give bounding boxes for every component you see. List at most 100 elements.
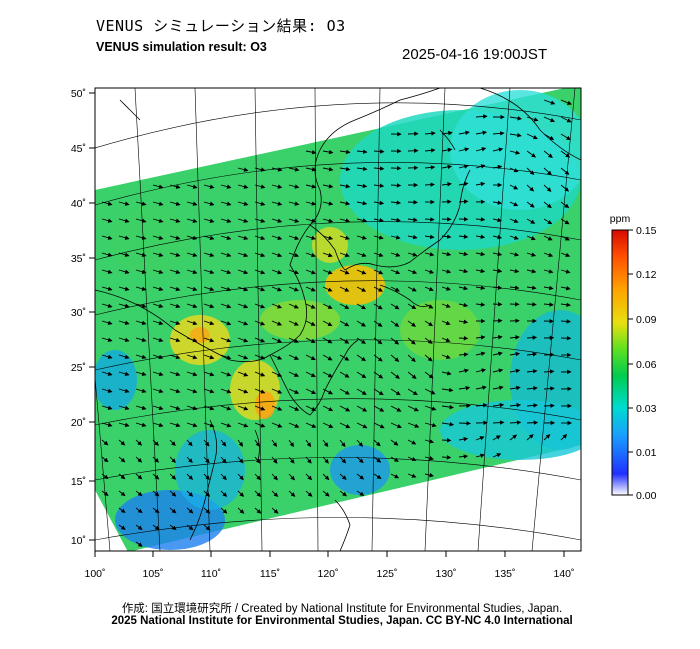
wind-vector: [169, 507, 177, 514]
wind-vector: [101, 405, 113, 410]
wind-vector: [186, 388, 198, 394]
wind-vector: [424, 303, 434, 309]
wind-vector: [305, 371, 316, 378]
wind-vector: [407, 320, 417, 327]
wind-vector: [220, 439, 227, 447]
wind-vector: [305, 439, 312, 448]
wind-vector: [356, 166, 368, 172]
wind-vector: [560, 150, 571, 158]
wind-vector: [135, 252, 147, 257]
wind-vector: [322, 184, 334, 189]
wind-vector: [492, 368, 504, 373]
wind-vector: [441, 269, 452, 274]
latitude-axis: 50˚ 45˚ 40˚ 35˚ 30˚ 25˚ 20˚ 15˚ 10˚: [71, 88, 95, 547]
wind-vector: [560, 99, 572, 105]
wind-vector: [288, 371, 300, 377]
wind-vector: [322, 149, 334, 155]
wind-vector: [526, 201, 535, 208]
wind-vector: [560, 252, 571, 258]
wind-vector: [271, 235, 283, 241]
wind-vector: [237, 201, 249, 206]
wind-vector: [118, 422, 130, 428]
wind-vector: [526, 252, 537, 257]
wind-vector: [169, 184, 181, 189]
wind-vector: [118, 235, 130, 240]
wind-vector: [152, 201, 164, 206]
wind-vector: [560, 433, 568, 441]
wind-vector: [203, 524, 211, 531]
wind-vector: [186, 405, 198, 411]
wind-vector: [526, 369, 538, 374]
wind-vector: [424, 337, 433, 344]
wind-vector: [186, 371, 198, 377]
wind-vector: [101, 218, 113, 223]
wind-vector: [271, 405, 283, 411]
wind-vector: [118, 490, 126, 497]
wind-vector: [356, 490, 365, 497]
wind-vector: [543, 133, 555, 140]
wind-vector: [407, 354, 416, 363]
wind-vector: [373, 439, 381, 447]
wind-vector: [441, 387, 454, 393]
wind-vector: [441, 182, 452, 187]
wind-vector: [237, 422, 249, 428]
wind-vector: [475, 368, 487, 373]
wind-vector: [543, 235, 553, 241]
wind-vector: [509, 218, 519, 223]
wind-vector: [237, 252, 249, 258]
wind-vector: [271, 388, 283, 394]
wind-vector: [118, 405, 130, 411]
wind-vector: [118, 473, 126, 480]
wind-vector: [220, 388, 232, 394]
wind-vector: [560, 167, 570, 175]
wind-vector: [509, 420, 522, 425]
wind-vector: [407, 456, 417, 462]
wind-vector: [101, 337, 113, 342]
wind-vector: [356, 422, 368, 429]
wind-vector: [373, 405, 385, 412]
wind-vector: [237, 354, 249, 360]
wind-vector: [322, 320, 333, 327]
wind-vector: [373, 456, 382, 463]
wind-vector: [492, 164, 503, 170]
wind-vector: [322, 269, 333, 275]
wind-vector: [305, 252, 316, 258]
wind-vector: [424, 472, 434, 478]
wind-vector: [186, 201, 198, 206]
wind-vector: [203, 388, 215, 394]
wind-vector: [101, 473, 109, 480]
wind-vector: [254, 320, 266, 326]
colorbar-tick-label: 0.00: [636, 490, 657, 502]
wind-vector: [424, 439, 435, 444]
wind-vector: [152, 218, 164, 223]
wind-vector: [135, 337, 147, 343]
wind-vector: [169, 456, 176, 463]
wind-vector: [186, 490, 194, 497]
wind-vector: [339, 218, 351, 223]
lon-tick-label: 115˚: [260, 568, 280, 580]
lon-tick-label: 130˚: [435, 568, 456, 580]
wind-vector: [271, 456, 278, 464]
wind-vector: [509, 402, 522, 408]
wind-vector: [509, 235, 519, 240]
wind-vector: [254, 184, 266, 189]
wind-vector: [220, 507, 228, 514]
wind-vector: [339, 490, 348, 497]
wind-vector: [305, 167, 317, 172]
wind-vector: [543, 184, 552, 192]
wind-vector: [526, 133, 538, 140]
wind-vector: [390, 388, 401, 396]
wind-vector: [220, 371, 232, 377]
wind-vector: [322, 371, 333, 378]
wind-vector: [373, 473, 382, 479]
wind-vector: [390, 337, 400, 345]
wind-vector: [407, 405, 419, 412]
wind-vector: [186, 337, 198, 343]
wind-vector: [118, 269, 130, 274]
wind-vector: [424, 422, 437, 428]
wind-vector: [475, 403, 488, 408]
colorbar: ppm 0.15 0.12 0.09 0.06 0.03 0.01 0.00: [610, 213, 657, 502]
wind-vector: [305, 456, 312, 464]
wind-vector: [407, 234, 418, 240]
wind-vector: [458, 234, 469, 239]
